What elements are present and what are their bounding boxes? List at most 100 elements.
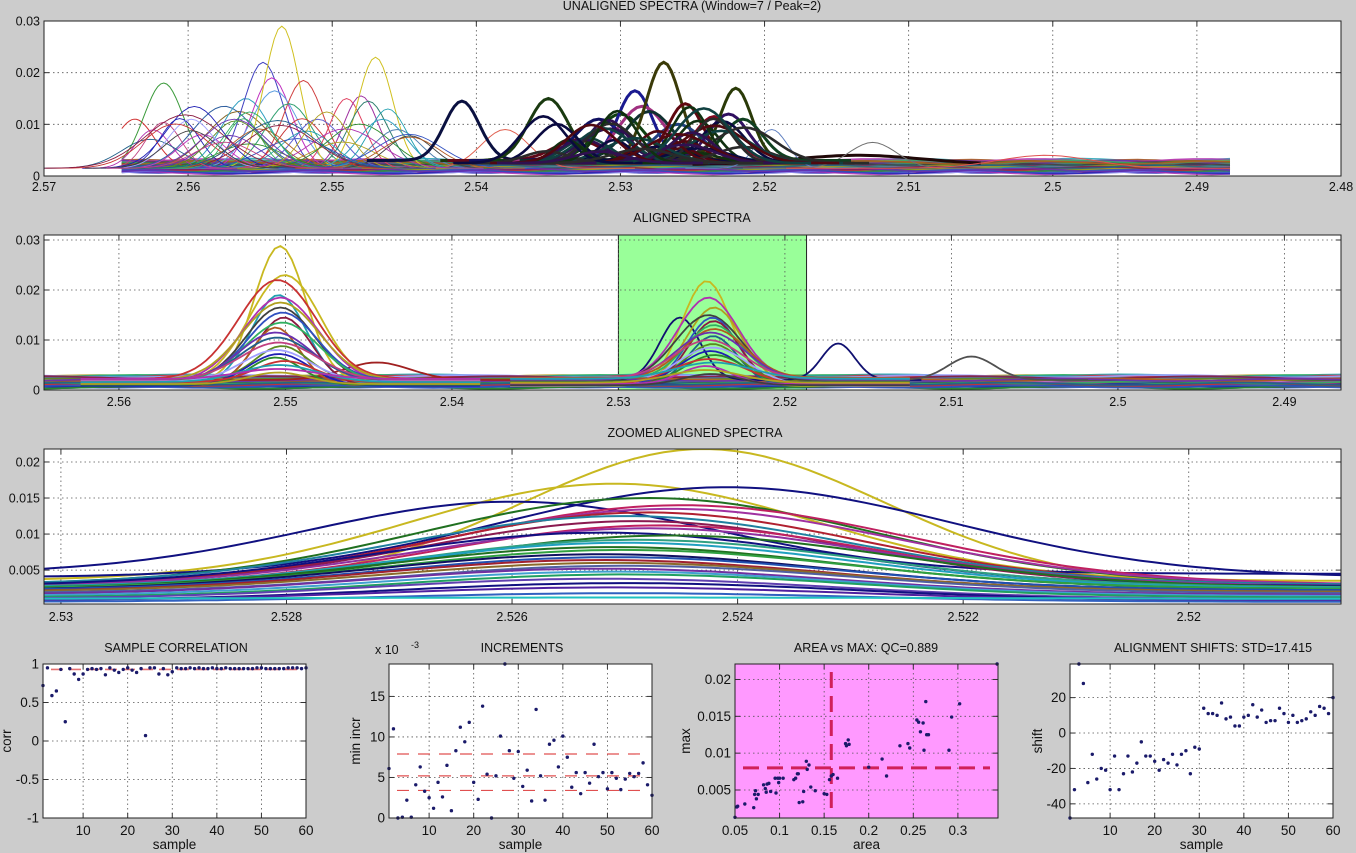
data-point	[440, 795, 445, 799]
data-point	[754, 797, 759, 801]
axes-frame	[735, 664, 998, 818]
data-point	[427, 796, 431, 800]
data-point	[804, 759, 809, 763]
axes-border	[1069, 663, 1334, 819]
data-point	[480, 704, 485, 708]
data-point	[1157, 768, 1161, 772]
data-point	[405, 798, 409, 802]
zoomed-aligned-spectra-plot[interactable]: 2.53 2.528 2.526 2.524 2.522 2.52 0.005 0.01 0.0…	[0, 425, 1356, 635]
data-point	[916, 720, 921, 724]
data-point	[161, 666, 166, 671]
data-point	[1090, 752, 1094, 756]
data-point	[1152, 759, 1157, 764]
alignment-shifts-plot[interactable]: 10 20 30 40 50 60 -40 -20 0 20 sample shift	[1020, 635, 1356, 853]
x-tick-label: 10	[1103, 823, 1118, 838]
area-vs-max-plot[interactable]: 0.05 0.1 0.15 0.2 0.25 0.3 0.005 0.01 0.015 0.02 a…	[680, 635, 1020, 853]
data-point	[192, 666, 197, 671]
data-point	[753, 789, 758, 793]
aligned-spectra-plot[interactable]: 2.56 2.55 2.54 2.53 2.52 2.51 2.5 2.49 0 0.01 0.02…	[0, 210, 1356, 425]
unaligned-spectra-plot[interactable]: 2.57 2.56 2.55 2.54 2.53 2.52 2.51 2.5 2.49 2.48 0…	[0, 0, 1356, 200]
x-tick-label: 40	[555, 823, 570, 838]
data-point	[268, 666, 273, 671]
data-point	[801, 789, 806, 794]
sample-correlation-plot[interactable]: 10 20 30 40 50 60 -1 -0.5 0 0.5 1 sample corr	[0, 635, 340, 853]
data-point	[108, 666, 112, 670]
data-point	[1286, 720, 1291, 725]
data-point	[1255, 715, 1259, 719]
axes-border	[43, 448, 1342, 605]
data-point	[781, 776, 785, 780]
data-point	[1206, 711, 1210, 716]
data-point	[1268, 718, 1273, 723]
data-point	[632, 774, 636, 779]
data-point	[1184, 749, 1188, 753]
x-tick-label: 2.526	[496, 610, 527, 624]
data-point	[422, 789, 427, 793]
data-point	[884, 774, 889, 778]
data-point	[45, 666, 50, 670]
y-tick-label: 5	[377, 770, 385, 785]
x-tick-label: 0.3	[948, 823, 967, 838]
data-point	[735, 804, 740, 808]
data-point	[908, 746, 912, 750]
data-point	[776, 780, 781, 785]
data-point	[610, 770, 614, 775]
data-point	[1317, 704, 1322, 709]
y-axis-label: min incr	[348, 717, 363, 765]
data-point	[596, 774, 601, 779]
spectrum-line	[80, 368, 481, 380]
data-point	[752, 805, 756, 810]
data-point	[391, 727, 396, 731]
spectrum-line	[786, 154, 1230, 169]
data-point	[157, 672, 161, 676]
data-point	[801, 800, 805, 804]
y-tick-label: 1	[31, 657, 39, 672]
data-point	[809, 785, 813, 789]
data-point	[619, 787, 623, 792]
data-point	[1197, 747, 1201, 751]
data-point	[125, 666, 130, 670]
spectrum-line	[510, 365, 910, 385]
data-point	[807, 763, 811, 767]
data-point	[578, 791, 583, 796]
data-point	[822, 791, 826, 796]
data-point	[827, 777, 832, 782]
spectrum-line	[44, 561, 1341, 593]
x-tick-label: 40	[1236, 823, 1251, 838]
y-tick-label: 0.5	[20, 695, 39, 710]
data-point	[825, 792, 829, 797]
x-tick-label: 2.48	[1329, 180, 1353, 194]
data-point	[1126, 754, 1130, 758]
data-point	[1175, 763, 1179, 767]
spectrum-line	[80, 371, 481, 385]
axes-border	[42, 663, 307, 819]
data-point	[63, 720, 67, 724]
axes-border	[43, 234, 1342, 391]
data-point	[152, 666, 157, 670]
y-axis-label: corr	[0, 729, 14, 753]
data-point	[1188, 772, 1193, 776]
x-tick-label: 0.05	[722, 823, 748, 838]
x-tick-label: 30	[511, 823, 526, 838]
data-point	[1300, 718, 1304, 723]
data-point	[561, 734, 565, 738]
spectrum-line	[44, 567, 1341, 596]
data-point	[763, 786, 768, 791]
increments-plot[interactable]: 10 20 30 40 50 60 0 5 10 15 sample min incr x 10 -3	[340, 635, 680, 853]
data-point	[1144, 754, 1148, 758]
data-point	[485, 772, 489, 776]
data-point	[237, 666, 241, 671]
data-point	[543, 798, 547, 802]
y-tick-label: 0.02	[16, 284, 40, 298]
y-tick-label: 0	[33, 170, 40, 184]
spectrum-line	[80, 341, 481, 382]
title-increments: INCREMENTS	[480, 641, 564, 655]
y-tick-label: 0.01	[16, 528, 40, 542]
y-tick-label: 0.03	[16, 15, 40, 29]
data-point	[282, 666, 286, 671]
data-point	[805, 767, 809, 772]
data-point	[645, 783, 650, 787]
data-point	[436, 780, 440, 785]
x-tick-label: 50	[600, 823, 615, 838]
x-tick-label: 50	[1281, 823, 1296, 838]
